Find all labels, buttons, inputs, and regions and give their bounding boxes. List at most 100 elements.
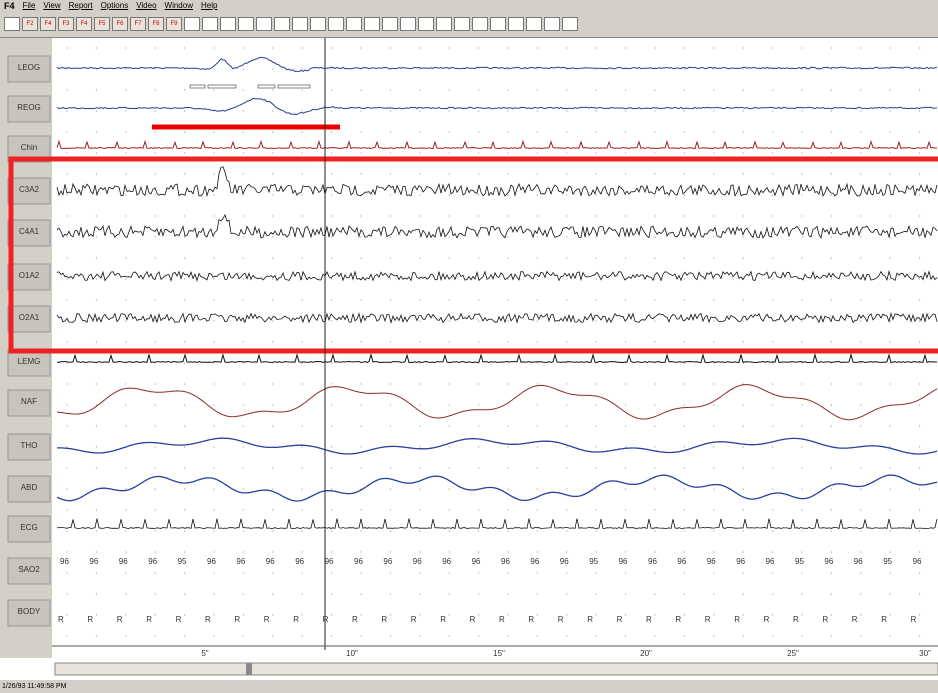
scroll-thumb[interactable] [246,663,252,675]
toolbar-slot[interactable] [454,17,470,31]
grid-dot [801,341,802,342]
toolbar-slot[interactable] [310,17,326,31]
grid-dot [66,614,67,615]
toolbar-slot[interactable] [238,17,254,31]
grid-dot [596,551,597,552]
grid-dot [272,278,273,279]
grid-dot [507,551,508,552]
toolbar-slot[interactable] [364,17,380,31]
grid-dot [507,425,508,426]
menu-item[interactable]: Options [101,1,129,10]
channel-label: ABD [21,483,38,492]
grid-dot [890,299,891,300]
grid-dot [478,593,479,594]
toolbar-slot[interactable] [472,17,488,31]
grid-dot [566,509,567,510]
grid-dot [449,215,450,216]
event-mark [258,85,275,88]
toolbar-slot[interactable] [220,17,236,31]
sao2-value: 95 [883,557,892,566]
grid-dot [743,572,744,573]
grid-dot [478,131,479,132]
grid-dot [478,530,479,531]
grid-dot [919,173,920,174]
toolbar-button[interactable]: F6 [112,17,128,31]
grid-dot [66,509,67,510]
toolbar-slot[interactable] [328,17,344,31]
menu-item[interactable]: Window [165,1,193,10]
toolbar-slot[interactable] [202,17,218,31]
toolbar-button[interactable]: F8 [148,17,164,31]
toolbar-slot[interactable] [274,17,290,31]
grid-dot [125,635,126,636]
grid-dot [860,362,861,363]
toolbar-button[interactable]: F7 [130,17,146,31]
grid-dot [507,446,508,447]
toolbar-slot[interactable] [508,17,524,31]
menu-item[interactable]: View [43,1,60,10]
grid-dot [66,47,67,48]
grid-dot [125,467,126,468]
grid-dot [272,383,273,384]
grid-dot [125,173,126,174]
grid-dot [772,299,773,300]
grid-dot [125,593,126,594]
grid-dot [360,530,361,531]
grid-dot [360,131,361,132]
grid-dot [243,131,244,132]
menu-item[interactable]: File [23,1,36,10]
toolbar-slot[interactable] [382,17,398,31]
grid-dot [537,467,538,468]
grid-dot [919,257,920,258]
toolbar-button[interactable]: F4 [40,17,56,31]
sao2-value: 96 [325,557,334,566]
toolbar-slot[interactable] [292,17,308,31]
toolbar-button[interactable]: F5 [94,17,110,31]
grid-dot [596,110,597,111]
grid-dot [566,47,567,48]
menu-item[interactable]: Report [69,1,93,10]
channel-label: REOG [17,103,41,112]
grid-dot [213,488,214,489]
grid-dot [449,257,450,258]
grid-dot [66,110,67,111]
grid-dot [213,572,214,573]
toolbar-slot[interactable] [256,17,272,31]
toolbar-button[interactable]: F3 [58,17,74,31]
grid-dot [243,467,244,468]
grid-dot [184,383,185,384]
toolbar-button[interactable]: F4 [76,17,92,31]
grid-dot [360,404,361,405]
toolbar-slot[interactable] [346,17,362,31]
menu-item[interactable]: Video [136,1,156,10]
grid-dot [390,488,391,489]
grid-dot [66,152,67,153]
grid-dot [890,278,891,279]
grid-dot [331,152,332,153]
menu-item[interactable]: Help [201,1,217,10]
toolbar-slot[interactable] [436,17,452,31]
toolbar-slot[interactable] [544,17,560,31]
toolbar-icon[interactable] [4,17,20,31]
sao2-value: 96 [236,557,245,566]
toolbar-button[interactable]: F2 [22,17,38,31]
toolbar-slot[interactable] [562,17,578,31]
body-position: R [381,615,387,624]
waveform [57,272,937,281]
grid-dot [919,152,920,153]
grid-dot [449,194,450,195]
toolbar-slot[interactable] [490,17,506,31]
toolbar-slot[interactable] [184,17,200,31]
grid-dot [890,383,891,384]
scrollbar[interactable] [55,663,938,675]
toolbar-slot[interactable] [526,17,542,31]
grid-dot [919,425,920,426]
grid-dot [596,383,597,384]
grid-dot [243,47,244,48]
toolbar-button[interactable]: F9 [166,17,182,31]
toolbar-slot[interactable] [418,17,434,31]
grid-dot [537,509,538,510]
toolbar-slot[interactable] [400,17,416,31]
grid-dot [96,614,97,615]
grid-dot [890,425,891,426]
